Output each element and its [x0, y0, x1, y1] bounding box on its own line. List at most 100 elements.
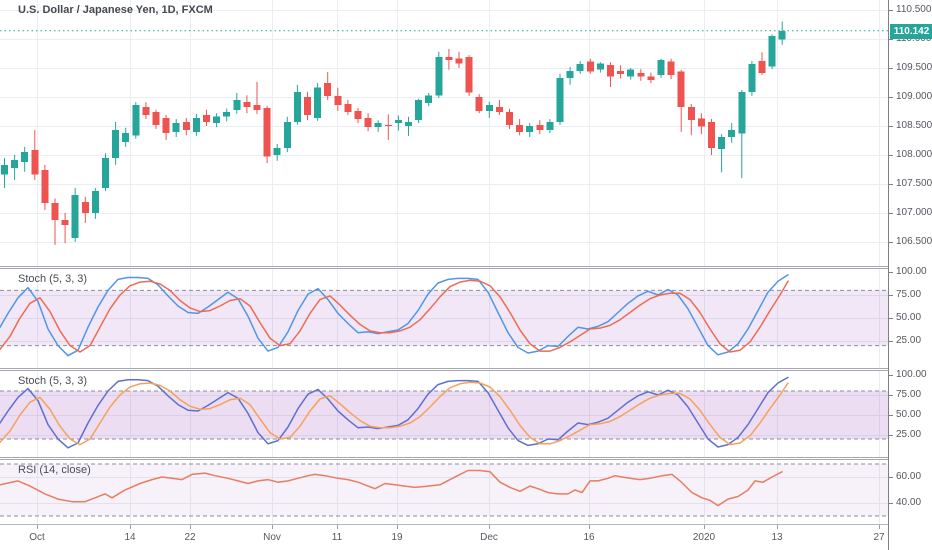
axis-tick-label: 106.500 — [896, 236, 932, 247]
candle-body — [708, 121, 715, 149]
time-tick-label: 19 — [391, 532, 403, 543]
time-tick-label: Oct — [29, 532, 45, 543]
candle-body — [495, 106, 503, 113]
candle-body — [1, 164, 8, 175]
pane-separator[interactable] — [0, 266, 932, 269]
axis-tick-mark — [889, 242, 893, 243]
candle-body — [506, 112, 513, 125]
candle-body — [334, 95, 342, 106]
candle-body — [152, 112, 160, 125]
rsi-label[interactable]: RSI (14, close) — [18, 464, 91, 476]
time-axis[interactable]: Oct 14 22 Nov 11 19 Dec 16 2020 13 27 — [0, 524, 888, 550]
axis-tick-label: 107.000 — [896, 207, 932, 218]
candle-body — [162, 117, 170, 133]
time-tick-label: 13 — [771, 532, 783, 543]
overbought-oversold-band — [0, 464, 888, 516]
time-tick-mark — [272, 525, 273, 529]
axis-tick-mark — [889, 415, 893, 416]
time-tick-mark — [589, 525, 590, 529]
axis-tick-label: 50.00 — [896, 409, 922, 420]
axis-tick-label: 100.00 — [896, 369, 927, 380]
main-price-pane[interactable]: U.S. Dollar / Japanese Yen, 1D, FXCM — [0, 0, 888, 266]
candle-body — [344, 103, 352, 113]
pane-separator[interactable] — [0, 368, 932, 371]
candle-body — [122, 132, 130, 143]
stoch2-canvas — [0, 371, 888, 457]
candle-body — [354, 110, 362, 120]
axis-tick-mark — [889, 341, 893, 342]
axis-tick-mark — [889, 184, 893, 185]
candle-body — [718, 137, 726, 150]
candle-body — [465, 56, 473, 93]
stochastic-2-label[interactable]: Stoch (5, 3, 3) — [18, 375, 88, 387]
stochastic-pane-2[interactable]: Stoch (5, 3, 3) — [0, 371, 888, 457]
candle-body — [667, 61, 675, 75]
axis-tick-mark — [889, 395, 893, 396]
stoch1-canvas — [0, 269, 888, 368]
axis-tick-mark — [889, 213, 893, 214]
axis-tick-label: 109.000 — [896, 91, 932, 102]
candle-body — [293, 91, 301, 122]
stoch1-K-line — [0, 274, 789, 357]
axis-tick-label: 60.00 — [896, 471, 922, 482]
axis-tick-label: 25.00 — [896, 429, 922, 440]
candle-body — [617, 70, 625, 74]
axis-tick-label: 109.500 — [896, 62, 932, 73]
candle-body — [546, 121, 554, 131]
time-tick-label: 14 — [124, 532, 136, 543]
price-axis[interactable]: 110.142 110.500110.000109.500109.000108.… — [888, 0, 932, 550]
candle-body — [516, 124, 524, 132]
candle-body — [738, 91, 746, 134]
candle-body — [607, 65, 614, 77]
time-tick-label: 2020 — [692, 532, 716, 543]
time-tick-label: 16 — [583, 532, 595, 543]
axis-tick-mark — [889, 477, 893, 478]
time-tick-label: 11 — [331, 532, 343, 543]
rsi-pane[interactable]: RSI (14, close) — [0, 460, 888, 524]
candle-body — [586, 61, 594, 72]
time-tick-mark — [489, 525, 490, 529]
axis-tick-mark — [889, 10, 893, 11]
candle-body — [132, 105, 140, 136]
axis-tick-label: 25.00 — [896, 335, 922, 346]
rsi-RSI-line — [0, 469, 783, 507]
candle-body — [687, 106, 695, 121]
symbol-title[interactable]: U.S. Dollar / Japanese Yen, 1D, FXCM — [18, 4, 213, 16]
candle-body — [192, 117, 200, 132]
candle-body — [283, 121, 291, 149]
axis-tick-label: 110.500 — [896, 4, 932, 15]
time-tick-label: Dec — [480, 532, 498, 543]
stochastic-pane-1[interactable]: Stoch (5, 3, 3) — [0, 269, 888, 368]
axis-tick-label: 50.00 — [896, 312, 922, 323]
axis-tick-mark — [889, 155, 893, 156]
time-tick-label: 22 — [184, 532, 196, 543]
axis-tick-mark — [889, 435, 893, 436]
candle-body — [728, 130, 736, 138]
time-tick-mark — [130, 525, 131, 529]
candle-body — [657, 59, 665, 75]
axis-tick-label: 100.00 — [896, 266, 927, 277]
axis-tick-mark — [889, 295, 893, 296]
time-tick-mark — [879, 525, 880, 529]
candle-body — [627, 69, 635, 77]
candle-body — [677, 71, 685, 107]
candle-body — [748, 63, 756, 92]
candle-body — [11, 160, 19, 168]
stochastic-1-label[interactable]: Stoch (5, 3, 3) — [18, 273, 88, 285]
candle-body — [384, 124, 392, 126]
time-tick-label: Nov — [263, 532, 281, 543]
candle-body — [142, 106, 150, 115]
axis-tick-label: 108.000 — [896, 149, 932, 160]
candle-body — [364, 117, 372, 128]
pane-separator[interactable] — [0, 457, 932, 460]
candle-body — [233, 99, 241, 110]
candle-body — [566, 70, 574, 78]
overbought-oversold-band — [0, 290, 888, 346]
candle-body — [263, 108, 271, 157]
time-tick-mark — [37, 525, 38, 529]
candle-body — [81, 201, 89, 213]
axis-tick-mark — [889, 68, 893, 69]
candle-body — [556, 77, 564, 122]
candle-body — [455, 58, 463, 64]
